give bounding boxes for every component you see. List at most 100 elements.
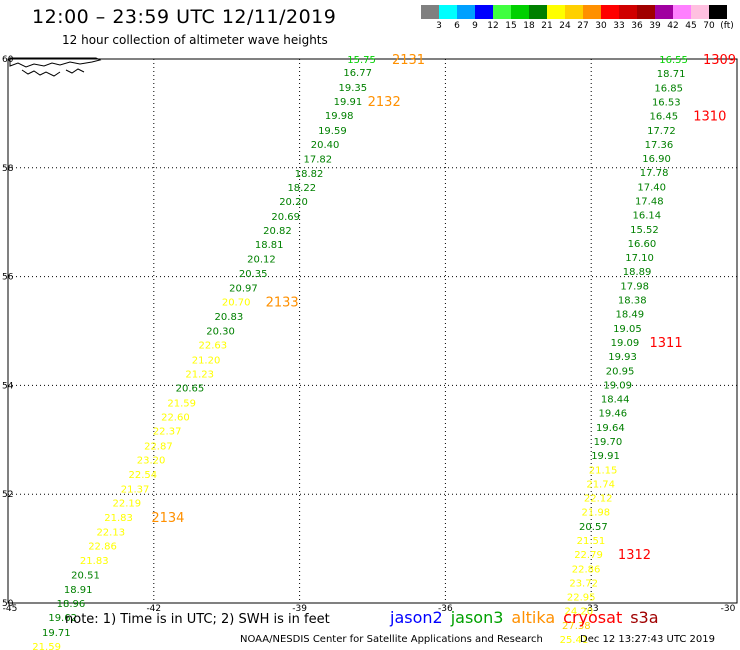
wave-height-label: 21.20: [192, 355, 221, 366]
color-scale-label: 70: [703, 21, 715, 31]
wave-height-label: 23.72: [569, 578, 598, 589]
lon-tick-label: -33: [584, 604, 599, 614]
color-scale-label: (ft): [720, 21, 734, 31]
wave-height-label: 22.86: [572, 564, 601, 575]
lat-tick-label: 56: [2, 273, 14, 283]
legend-entry: cryosat: [563, 608, 623, 627]
color-swatch: [457, 5, 475, 19]
wave-height-label: 21.23: [185, 370, 214, 381]
wave-height-label: 24.20: [564, 607, 593, 618]
pass-number-labels: 2131 2132 2133 2134 1309 1310 1311 1312: [151, 53, 736, 563]
wave-height-label: 22.95: [567, 593, 596, 604]
color-scale-label: 27: [577, 21, 589, 31]
wave-height-label: 16.77: [343, 68, 372, 79]
pass-number-label: 2131: [392, 53, 425, 68]
wave-height-label: 17.78: [640, 168, 669, 179]
color-scale-label: 18: [523, 21, 535, 31]
wave-height-label: 19.64: [596, 423, 625, 434]
wave-height-label: 18.71: [657, 69, 686, 80]
wave-height-label: 17.36: [645, 140, 674, 151]
footer-note: note: 1) Time is in UTC; 2) SWH is in fe…: [65, 612, 330, 627]
wave-height-label: 22.87: [144, 441, 173, 452]
wave-height-label: 19.98: [325, 111, 354, 122]
legend-entry: jason2: [390, 608, 443, 627]
color-scale-label: 21: [541, 21, 553, 31]
color-scale-label: 24: [559, 21, 571, 31]
wave-height-label: 20.83: [215, 312, 244, 323]
wave-height-label: 16.14: [633, 211, 662, 222]
wave-height-label: 17.98: [620, 281, 649, 292]
color-swatch: [619, 5, 637, 19]
wave-height-label: 22.79: [574, 550, 603, 561]
wave-height-label: 21.15: [589, 465, 618, 476]
pass-number-label: 1312: [618, 548, 651, 563]
map-subtitle: 12 hour collection of altimeter wave hei…: [62, 33, 328, 47]
wave-height-label: 16.85: [654, 83, 683, 94]
wave-height-label: 18.96: [57, 599, 86, 610]
map-title: 12:00 – 23:59 UTC 12/11/2019: [32, 6, 337, 28]
color-scale-label: 42: [667, 21, 679, 31]
lon-tick-label: -30: [721, 604, 736, 614]
wave-height-label: 21.83: [104, 513, 133, 524]
wave-height-label: 20.97: [229, 284, 258, 295]
color-swatch: [511, 5, 529, 19]
wave-height-label: 17.72: [647, 126, 676, 137]
pass-number-label: 1310: [693, 110, 726, 125]
wave-height-label: 19.09: [611, 338, 640, 349]
wave-height-label: 20.20: [279, 197, 308, 208]
wave-height-label: 19.59: [318, 126, 347, 137]
wave-height-label: 22.63: [199, 341, 228, 352]
wave-height-label: 18.89: [623, 267, 652, 278]
wave-height-label: 16.45: [650, 112, 679, 123]
legend-entry: altika: [511, 608, 556, 627]
wave-height-label: 18.44: [601, 395, 630, 406]
color-swatch: [601, 5, 619, 19]
greenland-coastline: [9, 57, 102, 77]
wave-height-label: 18.38: [618, 296, 647, 307]
wave-height-label: 20.95: [606, 366, 635, 377]
wave-height-label: 18.91: [64, 585, 93, 596]
color-scale-label: 36: [631, 21, 643, 31]
wave-height-label: 22.86: [88, 541, 117, 552]
pass-number-label: 1309: [703, 53, 736, 68]
wave-height-label: 19.09: [603, 380, 632, 391]
color-swatch: [439, 5, 457, 19]
wave-height-label: 21.74: [586, 479, 615, 490]
wave-height-label: 22.12: [584, 494, 613, 505]
wave-height-label: 15.75: [347, 55, 376, 66]
lon-tick-label: -45: [3, 604, 18, 614]
wave-height-label: 22.54: [129, 470, 158, 481]
lon-tick-label: -39: [292, 604, 307, 614]
lat-tick-label: 50: [2, 599, 14, 609]
wave-height-label: 19.46: [598, 409, 627, 420]
wave-height-label: 21.98: [581, 508, 610, 519]
wave-height-label: 16.53: [652, 98, 681, 109]
wave-height-label: 17.82: [303, 155, 332, 166]
lon-tick-label: -36: [438, 604, 453, 614]
wave-height-label: 23.20: [137, 455, 166, 466]
wave-height-label: 20.51: [71, 570, 100, 581]
lat-tick-label: 54: [2, 381, 14, 391]
pass-number-label: 2133: [266, 296, 299, 311]
lat-tick-label: 58: [2, 164, 14, 174]
wave-height-label: 20.70: [222, 298, 251, 309]
wave-height-label: 18.81: [255, 240, 284, 251]
color-swatch: [529, 5, 547, 19]
wave-height-label: 20.12: [247, 255, 276, 266]
footer-timestamp: Dec 12 13:27:43 UTC 2019: [580, 634, 715, 645]
color-swatch: [655, 5, 673, 19]
wave-height-label: 17.48: [635, 197, 664, 208]
color-scale-bar: [421, 5, 727, 19]
color-swatch: [673, 5, 691, 19]
wave-height-label: 22.60: [161, 412, 190, 423]
wave-height-label: 21.83: [80, 556, 109, 567]
wave-height-label: 21.51: [577, 536, 606, 547]
wave-height-label: 19.70: [594, 437, 623, 448]
wave-height-label: 16.90: [642, 154, 671, 165]
wave-height-label: 19.05: [613, 324, 642, 335]
wave-height-label: 19.62: [48, 613, 77, 624]
color-swatch: [421, 5, 439, 19]
wave-height-label: 18.49: [616, 310, 645, 321]
color-swatch: [547, 5, 565, 19]
